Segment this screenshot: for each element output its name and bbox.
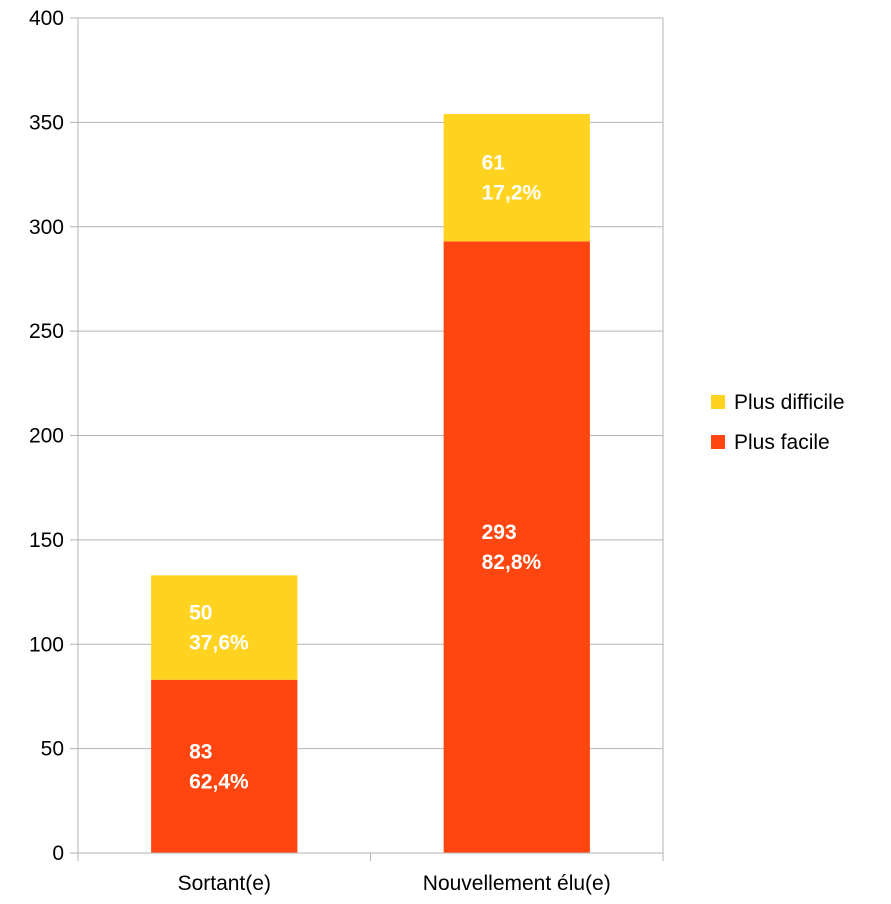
data-label: 17,2% <box>482 182 542 205</box>
y-tick-label: 350 <box>29 111 64 134</box>
y-tick-label: 300 <box>29 216 64 239</box>
y-tick-label: 50 <box>41 738 64 761</box>
legend-label: Plus difficile <box>734 391 845 414</box>
bar-segment <box>151 575 297 679</box>
data-label: 61 <box>482 152 506 175</box>
legend-swatch <box>711 435 725 449</box>
bar-segment <box>444 241 590 853</box>
y-tick-label: 150 <box>29 529 64 552</box>
data-label: 82,8% <box>482 551 542 574</box>
data-label: 37,6% <box>189 632 249 655</box>
y-tick-label: 100 <box>29 633 64 656</box>
legend-label: Plus facile <box>734 431 830 454</box>
y-tick-label: 400 <box>29 7 64 30</box>
data-label: 62,4% <box>189 770 249 793</box>
y-tick-label: 0 <box>52 842 64 865</box>
y-axis-ticks: 0 50 100 150 200 250 300 350 400 <box>29 7 78 865</box>
x-axis-ticks: Sortant(e) Nouvellement élu(e) <box>78 853 663 895</box>
legend: Plus difficile Plus facile <box>711 391 845 454</box>
x-tick-label: Nouvellement élu(e) <box>423 872 611 895</box>
data-label: 50 <box>189 602 212 625</box>
x-tick-label: Sortant(e) <box>178 872 271 895</box>
y-tick-label: 250 <box>29 320 64 343</box>
bar-segment <box>444 114 590 241</box>
bar-segment <box>151 680 297 853</box>
legend-swatch <box>711 395 725 409</box>
y-tick-label: 200 <box>29 425 64 448</box>
data-label: 83 <box>189 740 212 763</box>
bars <box>151 114 590 853</box>
data-label: 293 <box>482 521 517 544</box>
